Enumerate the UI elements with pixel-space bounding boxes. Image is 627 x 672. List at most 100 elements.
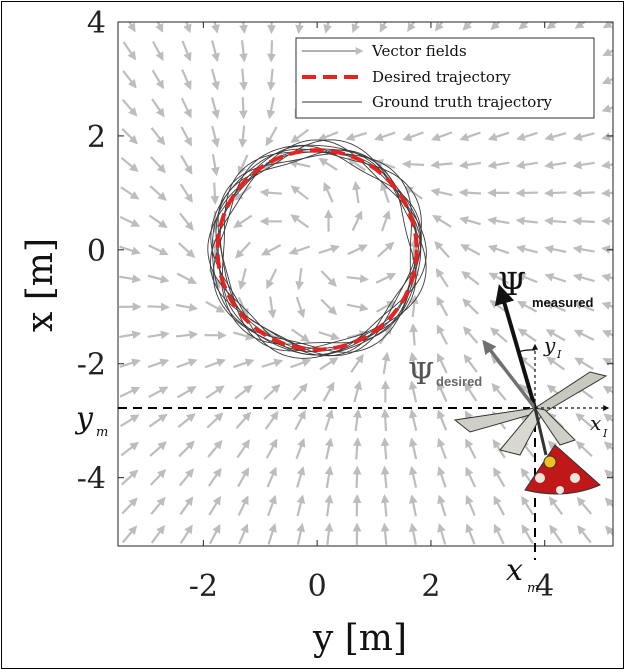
field-arrow <box>465 466 477 488</box>
field-arrow <box>379 22 388 33</box>
field-arrow <box>296 494 306 517</box>
field-arrow <box>431 131 453 142</box>
psi-measured-subscript: measured <box>532 295 593 310</box>
field-arrow <box>127 22 136 33</box>
x-tick-label: 4 <box>535 569 554 604</box>
field-arrow <box>353 408 362 432</box>
field-arrow <box>120 441 139 457</box>
field-arrow <box>380 522 390 545</box>
y-axis-label: x [m] <box>20 238 61 332</box>
field-arrow <box>345 131 368 142</box>
field-arrow <box>408 437 418 460</box>
field-arrow <box>204 358 226 369</box>
field-arrow <box>544 132 567 142</box>
field-arrow <box>148 244 169 256</box>
field-arrow <box>408 380 418 403</box>
field-arrow <box>545 301 566 313</box>
field-arrow <box>434 22 444 32</box>
field-arrow <box>179 524 193 544</box>
field-arrow <box>151 98 165 118</box>
field-arrow <box>576 496 593 515</box>
legend: Vector fields Desired trajectory Ground … <box>295 37 595 119</box>
field-arrow <box>544 188 567 198</box>
field-arrow <box>544 160 567 170</box>
field-arrow <box>408 408 418 431</box>
field-arrow <box>346 274 369 284</box>
field-arrow <box>601 76 613 85</box>
field-arrow <box>602 357 613 367</box>
field-arrow <box>380 408 390 431</box>
field-arrow <box>266 268 278 290</box>
legend-label-desired: Desired trajectory <box>372 68 511 86</box>
field-arrow <box>491 382 507 401</box>
field-arrow <box>149 185 167 201</box>
field-arrow <box>205 385 225 399</box>
field-arrow <box>318 157 338 171</box>
field-arrow <box>436 296 449 317</box>
field-arrow <box>408 465 418 488</box>
field-arrow <box>487 244 510 255</box>
field-arrow <box>574 357 594 371</box>
field-arrow <box>267 523 277 545</box>
field-arrow <box>435 268 449 288</box>
field-arrow <box>266 97 276 120</box>
field-arrow <box>176 358 198 369</box>
field-arrow <box>493 495 505 516</box>
field-arrow <box>487 131 510 142</box>
field-arrow <box>490 327 508 343</box>
field-arrow <box>267 40 276 63</box>
field-arrow <box>147 274 170 284</box>
y-tick-label: 4 <box>87 6 106 41</box>
field-arrow <box>381 351 391 375</box>
field-arrow <box>515 216 538 226</box>
y-tick-label: 0 <box>87 234 106 269</box>
legend-label-truth: Ground truth trajectory <box>372 93 552 111</box>
field-arrow <box>295 267 304 291</box>
field-arrow <box>436 381 448 403</box>
field-arrow <box>493 523 505 545</box>
xi-label: x <box>590 411 601 435</box>
field-arrow <box>430 187 453 197</box>
field-arrow <box>233 214 253 228</box>
field-arrow <box>176 272 197 284</box>
field-arrow <box>604 469 613 480</box>
field-arrow <box>575 440 593 458</box>
psi-measured-label: Ψ <box>498 265 526 303</box>
field-arrow <box>238 268 247 290</box>
field-arrow <box>121 98 138 117</box>
field-arrow <box>518 22 530 30</box>
field-arrow <box>150 496 166 515</box>
field-arrow <box>183 22 192 34</box>
field-arrow <box>210 154 220 177</box>
field-arrow <box>239 40 248 63</box>
field-arrow <box>296 522 306 545</box>
field-arrow <box>601 160 613 170</box>
field-arrow <box>601 216 613 226</box>
field-arrow <box>602 48 613 57</box>
field-arrow <box>288 245 311 256</box>
field-arrow <box>572 188 595 198</box>
ym-subscript: m <box>96 425 108 440</box>
field-arrow <box>121 127 138 145</box>
field-arrow <box>234 384 253 400</box>
field-arrow <box>211 68 220 91</box>
truth-lap <box>215 149 417 357</box>
field-arrow <box>211 40 220 63</box>
field-arrow <box>402 131 424 142</box>
field-arrow <box>324 409 334 431</box>
field-arrow <box>122 41 137 61</box>
field-arrow <box>319 357 339 371</box>
truth-lap <box>212 144 427 353</box>
field-arrow <box>462 22 473 31</box>
field-arrow <box>380 210 391 232</box>
field-arrow <box>237 154 249 176</box>
field-arrow <box>487 160 510 170</box>
field-arrow <box>237 467 250 488</box>
field-arrow <box>179 212 194 231</box>
field-arrow <box>121 469 139 486</box>
field-arrow <box>290 358 312 369</box>
x-axis-label: y [m] <box>312 618 407 659</box>
field-arrow <box>265 126 278 147</box>
x-tick-label: 2 <box>421 569 440 604</box>
